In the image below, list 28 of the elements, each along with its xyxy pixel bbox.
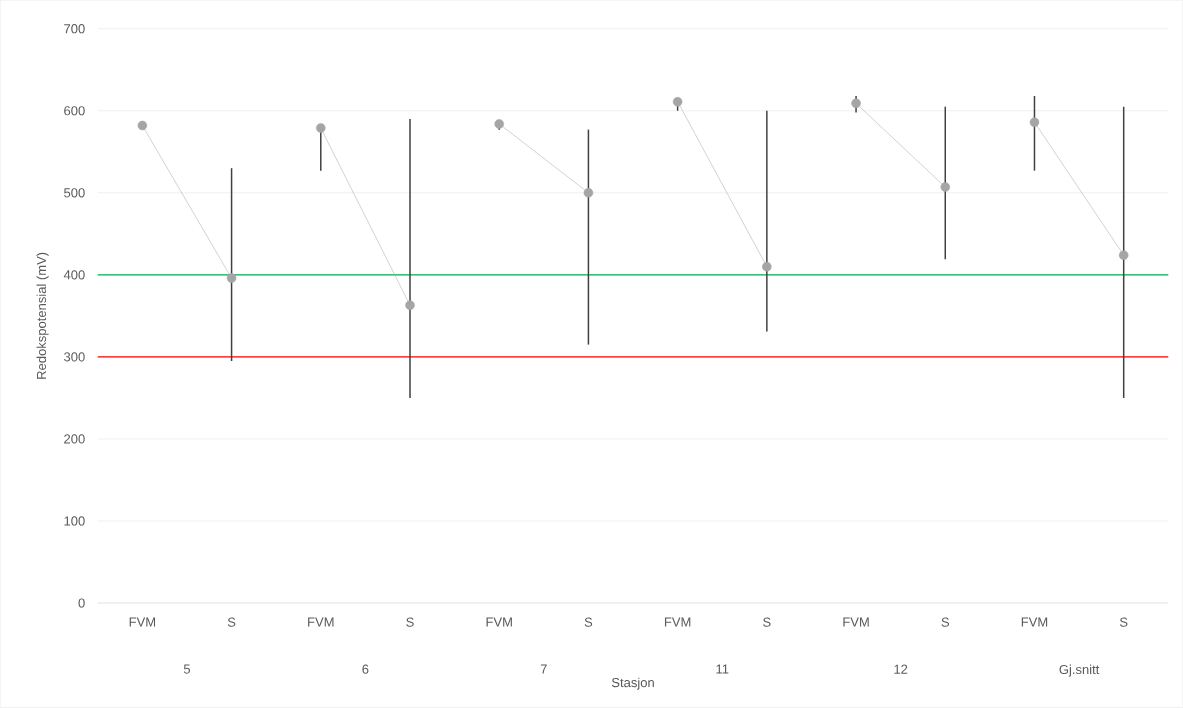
text: 11 <box>716 664 729 674</box>
x-tick-label: S <box>584 617 593 627</box>
y-tick-label: 400 <box>63 270 85 280</box>
x-tick-label: FVM <box>843 617 869 627</box>
x-tick-label: S <box>406 617 414 627</box>
text: 12 <box>894 664 908 674</box>
x-tick-label: FVM <box>664 617 691 627</box>
x-axis-title: Stasjon <box>611 677 654 690</box>
x-tick-label: FVM <box>129 617 156 627</box>
text: 6 <box>362 664 369 674</box>
y-tick-label: 200 <box>64 434 85 444</box>
y-tick-label: 700 <box>64 24 85 34</box>
x-tick-label: S <box>227 617 236 627</box>
x-tick-label: FVM <box>308 617 334 627</box>
x-tick-label: S <box>763 617 771 627</box>
x-tick-label: S <box>941 617 950 627</box>
y-tick-label: 500 <box>64 188 85 198</box>
x-tick-label: S <box>1119 617 1128 627</box>
y-tick-label: 100 <box>64 516 85 526</box>
x-tick-label: FVM <box>486 617 512 627</box>
y-tick-label: 300 <box>64 352 85 362</box>
y-tick-label: 600 <box>64 106 85 116</box>
text: Gj.snitt <box>1059 664 1100 677</box>
x-tick-label: FVM <box>1021 617 1048 627</box>
y-axis-title: Redokspotensial (mV) <box>36 252 49 379</box>
y-tick-label: 0 <box>78 598 85 608</box>
text: 5 <box>183 664 191 674</box>
text: 7 <box>540 664 547 674</box>
